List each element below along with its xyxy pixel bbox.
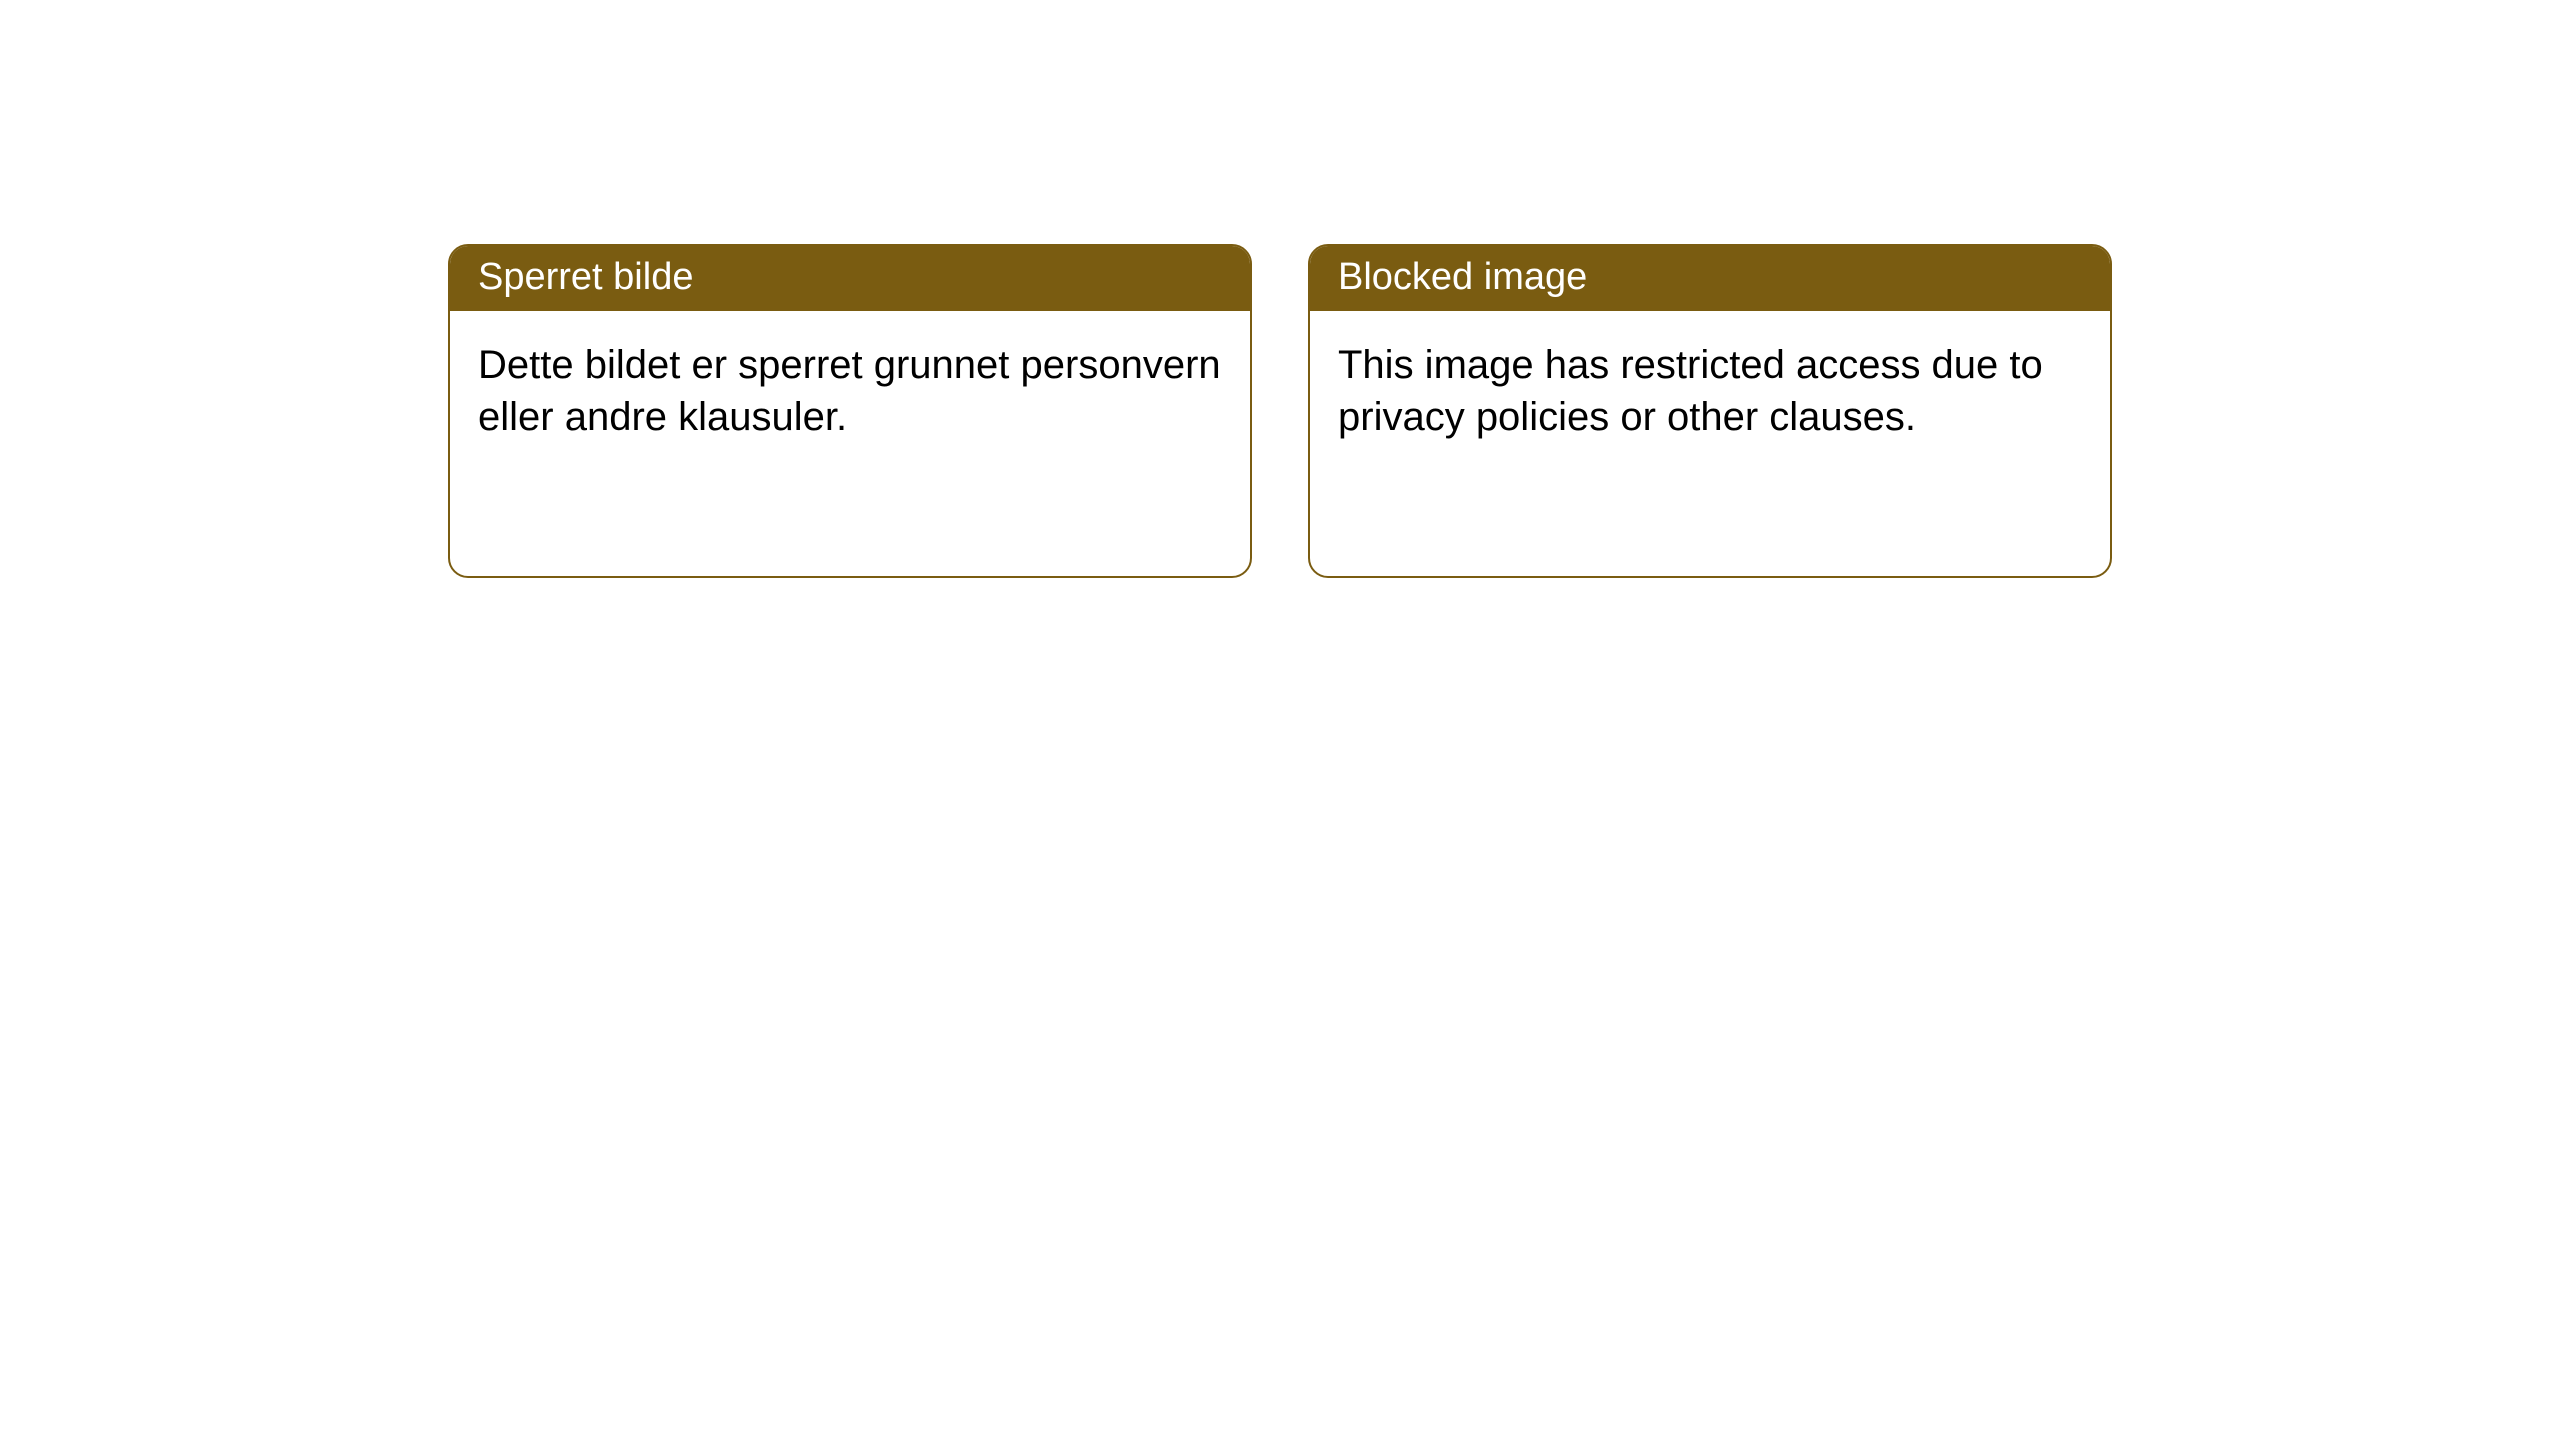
notice-header: Sperret bilde	[450, 246, 1250, 311]
notice-body: Dette bildet er sperret grunnet personve…	[450, 311, 1250, 471]
notice-card-english: Blocked image This image has restricted …	[1308, 244, 2112, 578]
notice-body: This image has restricted access due to …	[1310, 311, 2110, 471]
notice-card-norwegian: Sperret bilde Dette bildet er sperret gr…	[448, 244, 1252, 578]
notice-container: Sperret bilde Dette bildet er sperret gr…	[0, 0, 2560, 578]
notice-header: Blocked image	[1310, 246, 2110, 311]
